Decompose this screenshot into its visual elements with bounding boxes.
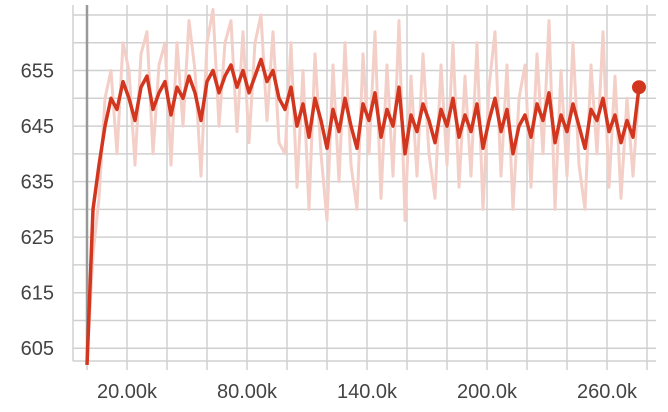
last-point-marker: [632, 80, 646, 95]
x-tick-label: 260.0k: [577, 381, 638, 403]
y-tick-label: 655: [21, 61, 54, 83]
y-tick-label: 615: [21, 283, 54, 305]
x-tick-label: 20.00k: [97, 381, 158, 403]
x-tick-label: 80.00k: [217, 381, 278, 403]
raw-series-line: [85, 7, 641, 365]
x-axis-ticks: 20.00k 80.00k 140.0k 200.0k 260.0k: [97, 381, 638, 403]
y-tick-label: 625: [21, 227, 54, 249]
x-tick-label: 140.0k: [337, 381, 398, 403]
gridlines: [72, 5, 656, 370]
y-tick-label: 635: [21, 172, 54, 194]
x-tick-label: 200.0k: [457, 381, 518, 403]
y-axis-ticks: 605 615 625 635 645 655: [21, 61, 54, 361]
smoothed-series-line: [85, 57, 641, 365]
y-tick-label: 605: [21, 338, 54, 360]
series-lines: [85, 7, 646, 365]
y-tick-label: 645: [21, 116, 54, 138]
